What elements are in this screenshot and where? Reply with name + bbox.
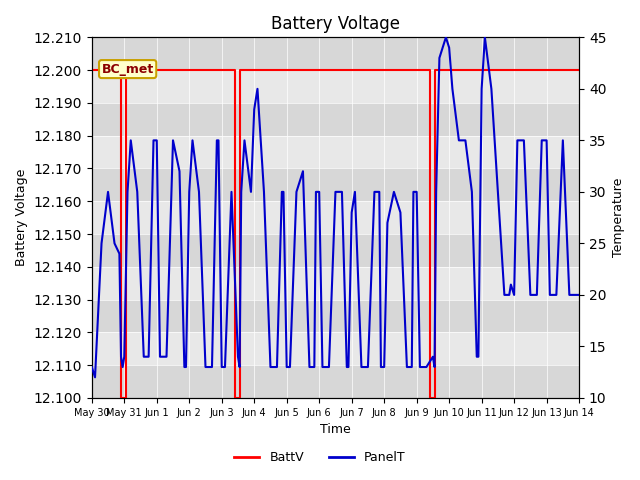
Bar xyxy=(92,300,579,332)
X-axis label: Time: Time xyxy=(320,423,351,436)
Bar xyxy=(92,234,579,267)
Bar xyxy=(92,103,579,136)
Legend: BattV, PanelT: BattV, PanelT xyxy=(229,446,411,469)
Y-axis label: Battery Voltage: Battery Voltage xyxy=(15,169,28,266)
Bar xyxy=(92,37,579,70)
Title: Battery Voltage: Battery Voltage xyxy=(271,15,400,33)
Bar xyxy=(92,168,579,201)
Text: BC_met: BC_met xyxy=(102,62,154,75)
Y-axis label: Temperature: Temperature xyxy=(612,178,625,257)
Bar xyxy=(92,365,579,398)
